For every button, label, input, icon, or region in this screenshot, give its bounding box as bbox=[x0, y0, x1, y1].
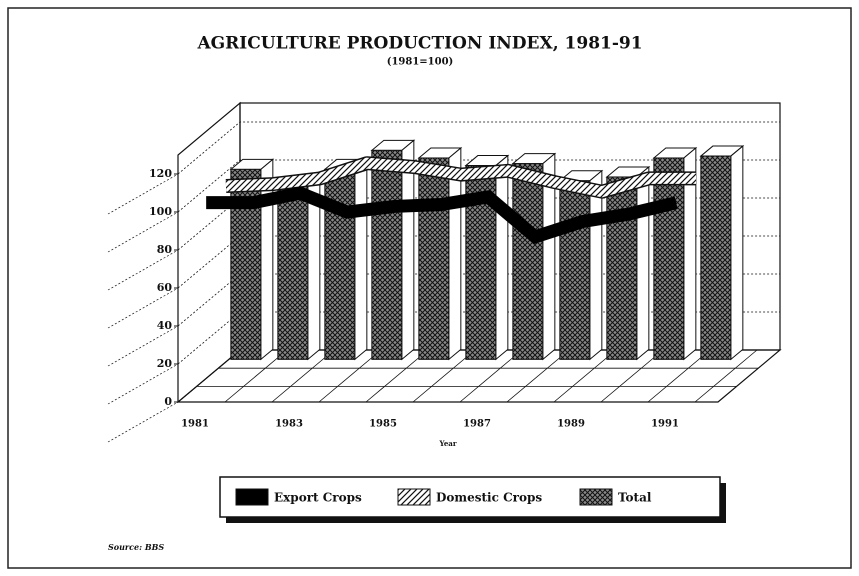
y-tick-label: 40 bbox=[157, 319, 173, 332]
grid-line-ext bbox=[107, 211, 179, 253]
grid-line-ext bbox=[107, 173, 179, 215]
chart-title: AGRICULTURE PRODUCTION INDEX, 1981-91 bbox=[196, 34, 642, 54]
x-tick-label: 1987 bbox=[463, 419, 491, 430]
grid-line-ext bbox=[107, 363, 179, 405]
floor-line bbox=[412, 349, 476, 403]
floor-line bbox=[506, 349, 570, 403]
y-tick-label: 120 bbox=[149, 167, 172, 180]
x-tick-label: 1985 bbox=[369, 419, 397, 430]
grid-line-ext bbox=[107, 401, 179, 443]
legend-swatch bbox=[397, 488, 431, 506]
floor-line bbox=[224, 349, 288, 403]
floor-line bbox=[600, 349, 664, 403]
floor-line bbox=[271, 349, 335, 403]
bar-side bbox=[354, 158, 368, 361]
legend-label: Domestic Crops bbox=[436, 491, 542, 505]
back-wall bbox=[239, 102, 781, 351]
bar bbox=[606, 176, 638, 360]
floor-line bbox=[694, 349, 758, 403]
legend-swatch bbox=[235, 488, 269, 506]
grid-line-ext bbox=[107, 287, 179, 329]
floor-line bbox=[365, 349, 429, 403]
y-tick-label: 60 bbox=[157, 281, 173, 294]
bar bbox=[277, 185, 309, 360]
legend-label: Total bbox=[618, 491, 652, 505]
grid-line bbox=[177, 159, 780, 213]
bar-side bbox=[589, 169, 603, 361]
frame bbox=[7, 7, 852, 569]
legend-swatch bbox=[579, 488, 613, 506]
bar bbox=[653, 157, 685, 360]
legend: Export Crops Domestic Crops Total bbox=[219, 476, 726, 523]
bar bbox=[700, 155, 732, 360]
floor-line bbox=[318, 349, 382, 403]
y-tick-label: 80 bbox=[157, 243, 173, 256]
source-note: Source: BBS bbox=[108, 542, 164, 552]
x-tick-label: 1983 bbox=[275, 419, 303, 430]
y-tick-label: 0 bbox=[164, 395, 172, 408]
y-tick-label: 100 bbox=[149, 205, 172, 218]
bar bbox=[371, 149, 403, 360]
grid-line bbox=[177, 121, 780, 175]
x-tick-label: 1991 bbox=[651, 419, 679, 430]
ribbon bbox=[225, 157, 696, 198]
bar bbox=[559, 180, 591, 360]
grid-line-ext bbox=[107, 249, 179, 291]
x-tick-label: 1981 bbox=[181, 419, 209, 430]
bar-side bbox=[636, 165, 650, 361]
bar-side bbox=[730, 144, 744, 361]
ribbon bbox=[206, 186, 678, 245]
legend-box bbox=[219, 476, 721, 518]
y-tick-label: 20 bbox=[157, 357, 173, 370]
chart-subtitle: (1981=100) bbox=[387, 57, 454, 68]
x-tick-label: 1989 bbox=[557, 419, 585, 430]
grid-line-ext bbox=[107, 325, 179, 367]
bar bbox=[418, 157, 450, 360]
bar bbox=[324, 168, 356, 360]
floor-line bbox=[553, 349, 617, 403]
floor-line bbox=[459, 349, 523, 403]
floor-line bbox=[647, 349, 711, 403]
bar bbox=[512, 163, 544, 360]
legend-label: Export Crops bbox=[274, 491, 362, 505]
x-axis-label: Year bbox=[438, 439, 456, 448]
bar-side bbox=[495, 154, 509, 361]
